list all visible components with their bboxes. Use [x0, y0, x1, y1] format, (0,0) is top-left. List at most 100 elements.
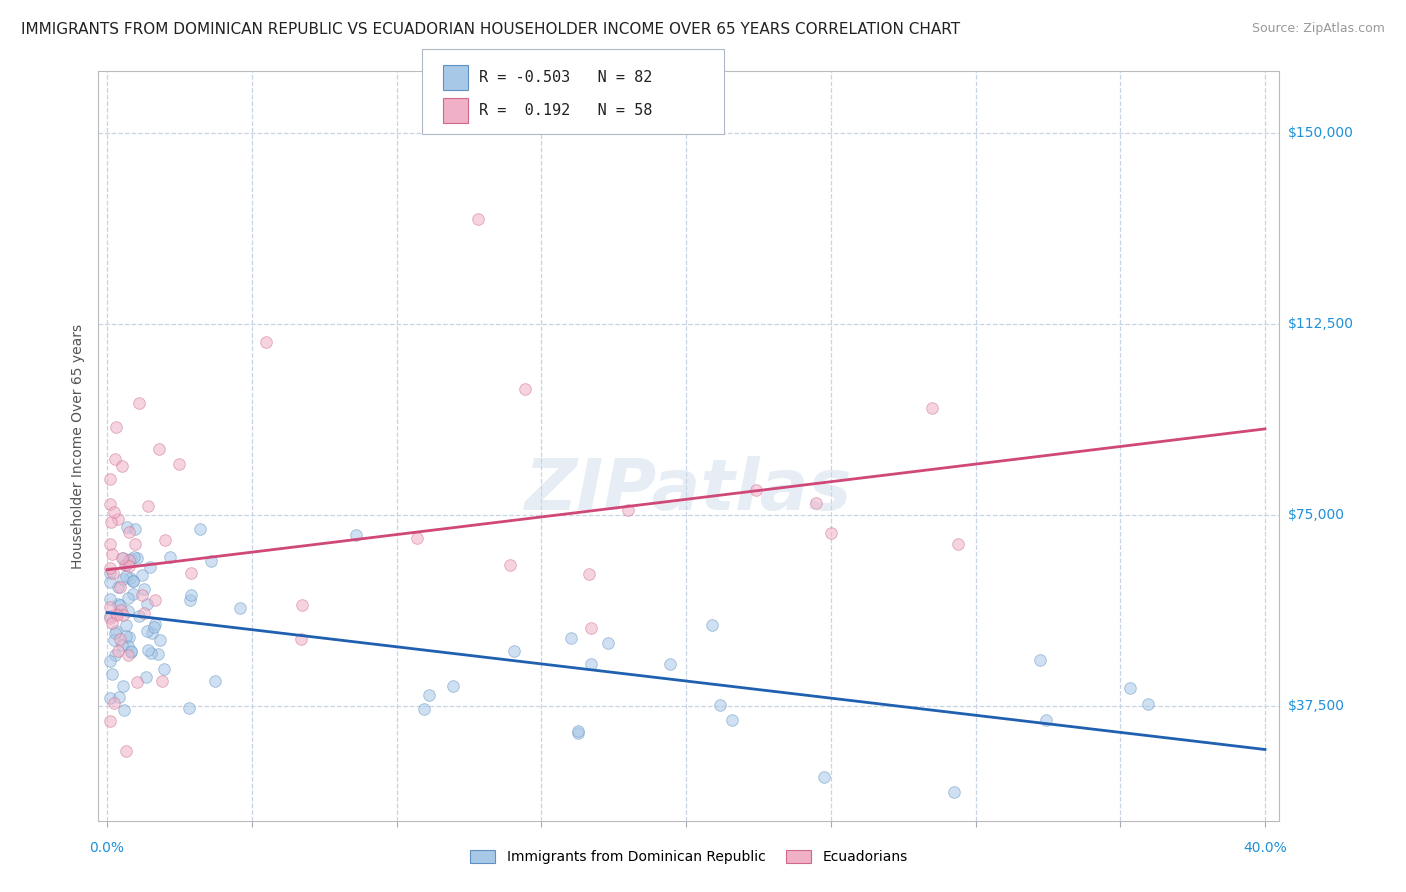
Point — [114, 568, 136, 582]
Point — [104, 419, 127, 434]
Point — [105, 608, 128, 623]
Point — [111, 638, 134, 652]
Point — [1029, 653, 1052, 667]
Point — [135, 624, 157, 638]
Point — [120, 645, 142, 659]
Point — [100, 575, 122, 590]
Point — [114, 617, 136, 632]
Point — [131, 568, 153, 582]
Point — [120, 644, 142, 658]
Point — [405, 531, 427, 545]
Point — [228, 601, 250, 615]
Text: Source: ZipAtlas.com: Source: ZipAtlas.com — [1251, 22, 1385, 36]
Point — [412, 701, 434, 715]
Point — [101, 566, 124, 581]
Point — [100, 515, 122, 529]
Point — [114, 744, 136, 758]
Point — [503, 643, 526, 657]
Point — [291, 598, 314, 612]
Text: $112,500: $112,500 — [1288, 317, 1354, 331]
Point — [121, 587, 143, 601]
Point — [98, 714, 121, 728]
Point — [700, 617, 723, 632]
Text: $37,500: $37,500 — [1288, 699, 1344, 713]
Point — [134, 670, 156, 684]
Point — [467, 212, 489, 227]
Point — [139, 560, 162, 574]
Point — [180, 566, 202, 580]
Point — [122, 574, 145, 588]
Point — [103, 696, 125, 710]
Text: IMMIGRANTS FROM DOMINICAN REPUBLIC VS ECUADORIAN HOUSEHOLDER INCOME OVER 65 YEAR: IMMIGRANTS FROM DOMINICAN REPUBLIC VS EC… — [21, 22, 960, 37]
Point — [98, 691, 121, 706]
Point — [579, 621, 602, 635]
Point — [98, 561, 121, 575]
Point — [117, 648, 139, 662]
Point — [149, 633, 172, 648]
Point — [112, 572, 135, 586]
Point — [143, 616, 166, 631]
Point — [617, 503, 640, 517]
Point — [112, 679, 135, 693]
Point — [578, 566, 600, 581]
Text: 40.0%: 40.0% — [1243, 841, 1286, 855]
Point — [155, 533, 177, 548]
Point — [596, 636, 619, 650]
Point — [118, 552, 141, 566]
Point — [115, 558, 138, 572]
Point — [118, 524, 141, 539]
Point — [143, 619, 166, 633]
Point — [104, 452, 127, 467]
Point — [141, 625, 163, 640]
Point — [98, 608, 121, 623]
Point — [110, 632, 132, 646]
Point — [98, 566, 121, 580]
Point — [132, 606, 155, 620]
Point — [108, 580, 131, 594]
Point — [254, 334, 277, 349]
Point — [709, 698, 731, 712]
Point — [101, 667, 124, 681]
Point — [117, 591, 139, 606]
Point — [104, 626, 127, 640]
Point — [98, 611, 121, 625]
Point — [200, 554, 222, 568]
Point — [188, 522, 211, 536]
Point — [180, 588, 202, 602]
Point — [150, 673, 173, 688]
Point — [118, 559, 141, 574]
Point — [128, 609, 150, 624]
Point — [98, 592, 121, 607]
Point — [111, 551, 134, 566]
Point — [136, 597, 159, 611]
Point — [745, 483, 768, 497]
Point — [560, 631, 582, 645]
Point — [114, 558, 136, 573]
Point — [806, 495, 828, 509]
Point — [1119, 681, 1142, 695]
Point — [101, 616, 124, 631]
Point — [117, 639, 139, 653]
Point — [567, 725, 589, 739]
Text: $150,000: $150,000 — [1288, 126, 1354, 139]
Point — [98, 537, 121, 551]
Point — [111, 608, 134, 623]
Point — [146, 647, 169, 661]
Point — [117, 604, 139, 618]
Point — [98, 600, 121, 615]
Point — [121, 574, 143, 588]
Point — [942, 785, 965, 799]
Point — [141, 647, 163, 661]
Point — [720, 713, 742, 727]
Point — [104, 648, 127, 662]
Point — [122, 549, 145, 564]
Point — [125, 674, 148, 689]
Point — [111, 551, 134, 566]
Point — [138, 642, 160, 657]
Point — [107, 512, 129, 526]
Point — [124, 522, 146, 536]
Point — [115, 629, 138, 643]
Point — [131, 588, 153, 602]
Point — [118, 630, 141, 644]
Point — [143, 593, 166, 607]
